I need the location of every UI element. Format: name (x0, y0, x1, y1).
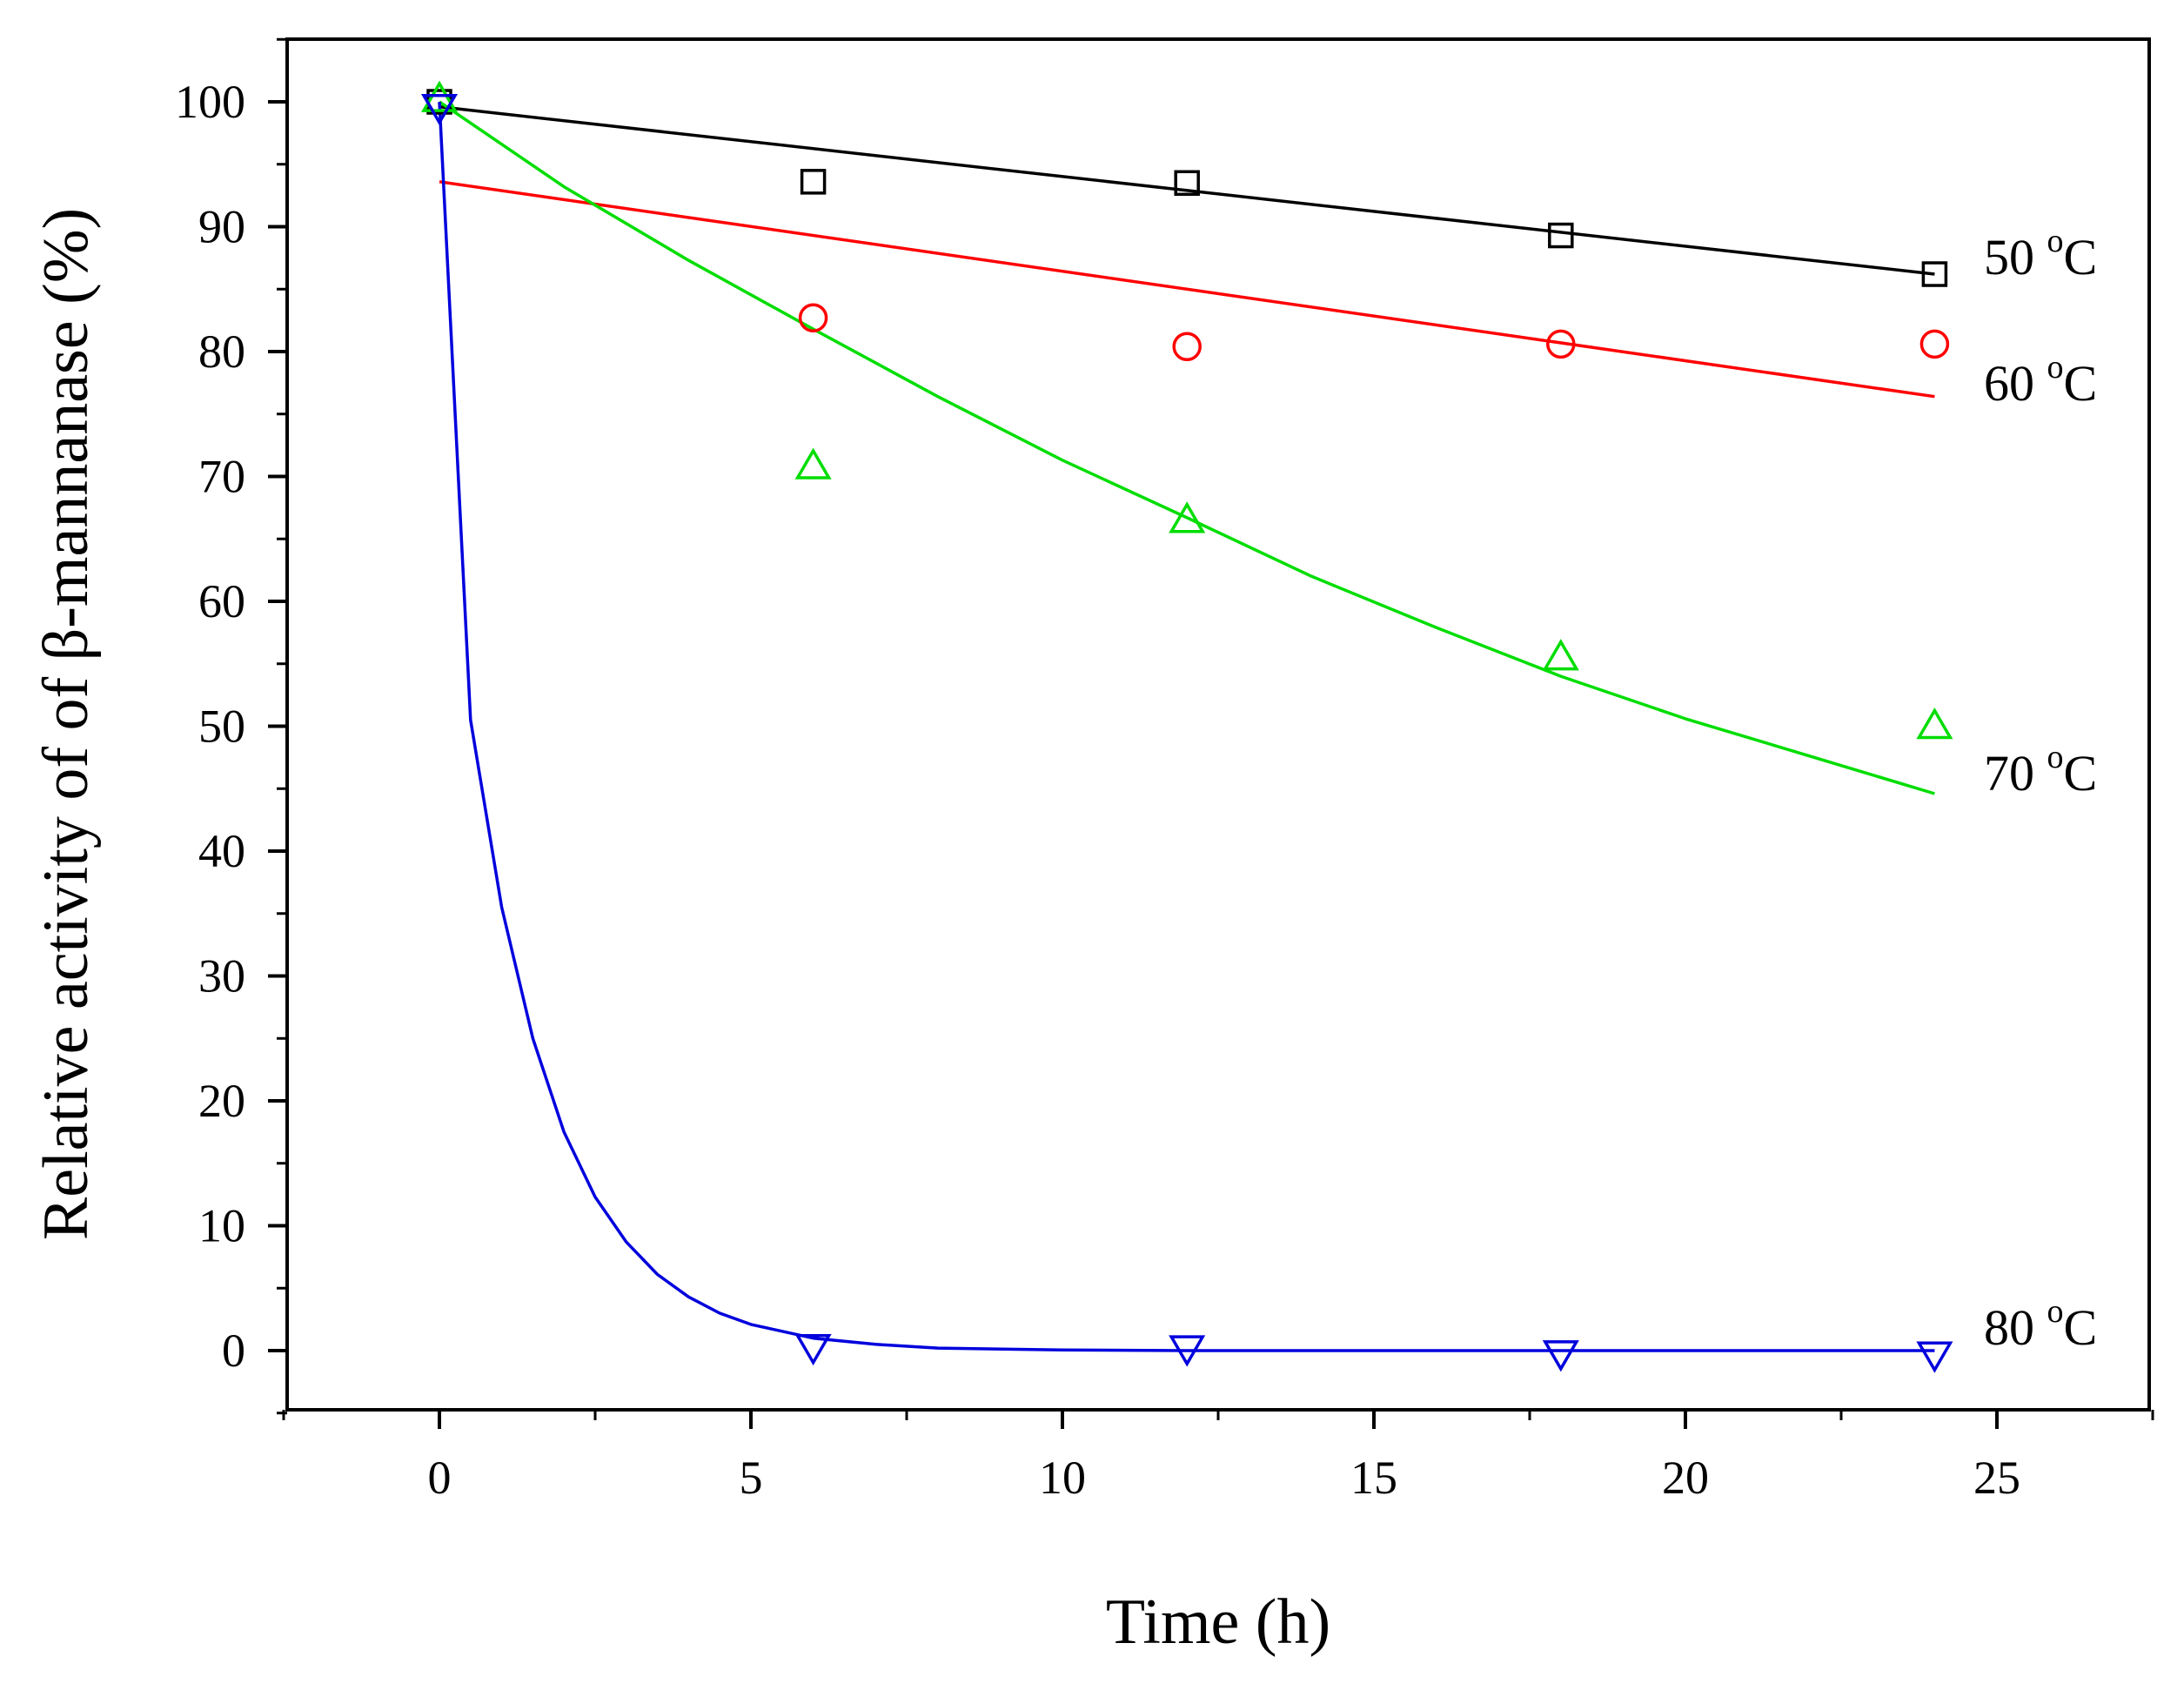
y-tick-label: 40 (198, 825, 245, 877)
square-marker (1921, 261, 1948, 287)
x-tick-label: 15 (1350, 1452, 1397, 1504)
x-axis-ticks: 0 5 10 15 20 25 (282, 1410, 2154, 1504)
y-tick-label: 80 (198, 325, 245, 378)
triangle-down-marker (794, 1333, 832, 1366)
circle-marker (1546, 329, 1576, 359)
square-marker (800, 169, 827, 195)
series-labels: 50 oC 60 oC 70 oC 80 oC (1984, 223, 2097, 1356)
square-marker (1174, 170, 1200, 197)
square-marker (1548, 222, 1574, 249)
y-tick-label: 100 (175, 76, 245, 128)
x-tick-label: 10 (1039, 1452, 1086, 1504)
fit-curves (438, 100, 1935, 1352)
circle-marker (1919, 329, 1950, 359)
x-tick-label: 0 (428, 1452, 452, 1504)
series-label: 50 oC (1984, 223, 2097, 285)
triangle-down-marker (420, 93, 459, 126)
circle-marker (1172, 332, 1202, 362)
x-tick-label: 5 (740, 1452, 763, 1504)
plot-frame (285, 37, 2151, 1412)
data-markers (420, 80, 1953, 1373)
fit-curve (438, 101, 1935, 1352)
y-tick-label: 60 (198, 575, 245, 627)
x-axis-title: Time (h) (1106, 1586, 1330, 1658)
y-tick-label: 50 (198, 701, 245, 753)
series-label: 80 oC (1984, 1293, 2097, 1356)
series-label: 70 oC (1984, 739, 2097, 801)
y-tick-label: 20 (198, 1075, 245, 1127)
x-tick-label: 20 (1662, 1452, 1709, 1504)
triangle-up-marker (1542, 639, 1579, 671)
triangle-up-marker (420, 80, 459, 112)
triangle-down-marker (1916, 1341, 1953, 1373)
triangle-up-marker (1169, 501, 1206, 533)
circle-marker (798, 303, 828, 333)
series-label: 60 oC (1984, 349, 2097, 412)
y-tick-label: 10 (198, 1200, 245, 1252)
triangle-up-marker (794, 447, 832, 480)
fit-curve (439, 104, 1935, 276)
y-tick-label: 30 (198, 950, 245, 1003)
fit-curve (439, 100, 1935, 795)
x-tick-label: 25 (1973, 1452, 2020, 1504)
triangle-down-marker (1542, 1340, 1579, 1372)
y-tick-label: 70 (198, 451, 245, 503)
y-tick-label: 90 (198, 201, 245, 253)
y-axis-title: Relative activity of of β-mannanase (%) (30, 208, 102, 1240)
fit-curve (439, 180, 1935, 399)
triangle-up-marker (1916, 708, 1953, 740)
y-tick-label: 0 (222, 1325, 245, 1377)
y-axis-ticks: 0 10 20 30 40 50 60 70 80 90 100 (175, 37, 287, 1415)
triangle-down-marker (1169, 1335, 1206, 1367)
